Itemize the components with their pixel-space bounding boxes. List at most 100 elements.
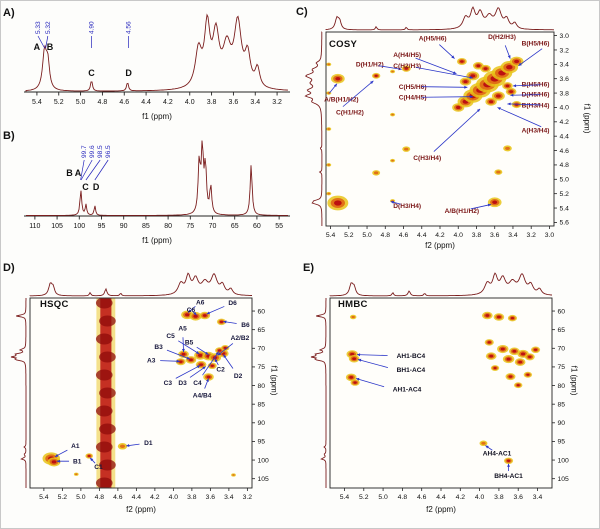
svg-text:A: A <box>75 168 82 178</box>
svg-text:5.4: 5.4 <box>560 205 570 212</box>
svg-text:98.5: 98.5 <box>97 145 104 158</box>
panel-e-xaxis-title: f2 (ppm) <box>426 505 456 514</box>
svg-text:4.6: 4.6 <box>399 232 409 239</box>
svg-text:4.2: 4.2 <box>150 494 160 501</box>
svg-text:A(H4/H5): A(H4/H5) <box>393 52 421 59</box>
svg-text:B3: B3 <box>154 344 163 351</box>
svg-text:C4: C4 <box>193 380 202 387</box>
svg-text:5.0: 5.0 <box>76 494 86 501</box>
svg-text:4.6: 4.6 <box>560 148 570 155</box>
panel-b-xaxis-title: f1 (ppm) <box>142 236 172 245</box>
svg-text:5.4: 5.4 <box>32 99 42 106</box>
svg-text:A(H5/H6): A(H5/H6) <box>419 36 447 43</box>
svg-text:AH4-AC1: AH4-AC1 <box>483 451 512 458</box>
svg-text:4.2: 4.2 <box>163 99 173 106</box>
svg-text:99.7: 99.7 <box>81 145 88 158</box>
svg-text:105: 105 <box>558 476 570 483</box>
svg-text:5.32: 5.32 <box>45 21 52 34</box>
svg-text:D(H1/H2): D(H1/H2) <box>356 61 384 68</box>
svg-text:3.6: 3.6 <box>206 494 216 501</box>
svg-text:3.6: 3.6 <box>490 232 500 239</box>
svg-text:90: 90 <box>258 420 266 427</box>
panel-a-proton-spectrum-plot: 5.4 5.2 5.0 4.8 4.6 4.4 4.2 4.0 3.8 3.6 3.4 3.2 5.33… <box>24 13 290 106</box>
svg-text:A5: A5 <box>178 325 187 332</box>
svg-text:60: 60 <box>258 308 266 315</box>
svg-text:3.6: 3.6 <box>560 76 570 83</box>
panel-d-xaxis-title: f2 (ppm) <box>126 505 156 514</box>
svg-text:5.2: 5.2 <box>560 191 570 198</box>
svg-text:C(H3/H4): C(H3/H4) <box>413 155 441 162</box>
svg-text:5.0: 5.0 <box>560 177 570 184</box>
svg-text:3.8: 3.8 <box>187 494 197 501</box>
hsqc-title: HSQC <box>40 299 69 310</box>
svg-text:3.4: 3.4 <box>250 99 260 106</box>
svg-text:3.0: 3.0 <box>560 33 570 40</box>
svg-text:A/B(H1/H2): A/B(H1/H2) <box>445 208 479 215</box>
svg-text:75: 75 <box>186 223 194 230</box>
svg-text:D: D <box>125 68 132 78</box>
svg-text:3.2: 3.2 <box>526 232 536 239</box>
svg-text:90: 90 <box>120 223 128 230</box>
svg-text:3.0: 3.0 <box>545 232 555 239</box>
svg-text:95: 95 <box>558 439 566 446</box>
svg-text:AH1-BC4: AH1-BC4 <box>397 353 426 360</box>
panel-c-xaxis-title: f2 (ppm) <box>425 241 455 250</box>
svg-text:110: 110 <box>29 223 40 230</box>
panel-c-cosy-plot: 5.4 5.2 5.0 4.8 4.6 4.4 4.2 4.0 3.8 3.6 3.4 3.2 3.0 3… <box>304 6 570 239</box>
svg-text:4.90: 4.90 <box>89 21 96 34</box>
svg-text:4.0: 4.0 <box>185 99 195 106</box>
svg-text:4.8: 4.8 <box>98 99 108 106</box>
svg-text:4.2: 4.2 <box>560 119 570 126</box>
svg-text:A1: A1 <box>71 443 80 450</box>
svg-text:C(H5/H6): C(H5/H6) <box>399 84 427 91</box>
svg-text:4.4: 4.4 <box>436 494 446 501</box>
svg-text:C3: C3 <box>164 380 173 387</box>
svg-text:4.0: 4.0 <box>475 494 485 501</box>
panel-e-label: E) <box>303 262 314 274</box>
panel-b-carbon-spectrum-plot: 110 105 100 95 90 85 80 75 70 65 60 55 99.7 99.6 98.5 9… <box>24 140 290 230</box>
svg-text:A: A <box>34 42 41 52</box>
svg-text:65: 65 <box>558 327 566 334</box>
svg-text:C(H1/H2): C(H1/H2) <box>336 110 364 117</box>
svg-text:75: 75 <box>258 364 266 371</box>
svg-text:4.8: 4.8 <box>560 162 570 169</box>
svg-text:105: 105 <box>258 476 270 483</box>
svg-text:BH4-AC1: BH4-AC1 <box>494 473 523 480</box>
svg-text:60: 60 <box>558 308 566 315</box>
panel-a-xaxis-title: f1 (ppm) <box>142 112 172 121</box>
svg-text:55: 55 <box>275 223 283 230</box>
svg-text:100: 100 <box>558 457 570 464</box>
svg-text:AH1-AC4: AH1-AC4 <box>393 387 422 394</box>
svg-text:5.4: 5.4 <box>326 232 336 239</box>
svg-text:A6: A6 <box>196 299 205 306</box>
svg-text:4.8: 4.8 <box>381 232 391 239</box>
svg-text:80: 80 <box>258 383 266 390</box>
svg-text:D1: D1 <box>144 440 153 447</box>
svg-text:4.8: 4.8 <box>95 494 105 501</box>
cosy-title: COSY <box>329 39 358 50</box>
svg-text:4.56: 4.56 <box>126 21 133 34</box>
panel-d-yaxis-title: f1 (ppm) <box>269 365 279 396</box>
svg-text:5.2: 5.2 <box>344 232 354 239</box>
svg-text:100: 100 <box>258 457 270 464</box>
svg-text:4.2: 4.2 <box>435 232 445 239</box>
svg-text:5.2: 5.2 <box>58 494 68 501</box>
svg-text:90: 90 <box>558 420 566 427</box>
svg-text:5.4: 5.4 <box>340 494 350 501</box>
svg-text:3.6: 3.6 <box>513 494 523 501</box>
svg-text:C(H4/H5): C(H4/H5) <box>399 95 427 102</box>
panel-d-hsqc-plot: 5.4 5.2 5.0 4.8 4.6 4.4 4.2 4.0 3.8 3.6 3.4 3.2 60 65… <box>10 272 270 501</box>
panel-e-yaxis-title: f1 (ppm) <box>569 365 579 396</box>
svg-text:B(H5/H6): B(H5/H6) <box>522 41 550 48</box>
svg-text:C: C <box>82 182 89 192</box>
svg-text:A2/B2: A2/B2 <box>231 335 250 342</box>
svg-text:D: D <box>93 182 100 192</box>
svg-text:C6: C6 <box>187 307 196 314</box>
svg-text:3.4: 3.4 <box>533 494 543 501</box>
svg-text:70: 70 <box>558 346 566 353</box>
svg-text:5.4: 5.4 <box>39 494 49 501</box>
svg-text:60: 60 <box>253 223 261 230</box>
svg-text:99.6: 99.6 <box>89 145 96 158</box>
svg-text:BH1-AC4: BH1-AC4 <box>397 367 426 374</box>
svg-text:4.4: 4.4 <box>560 133 570 140</box>
